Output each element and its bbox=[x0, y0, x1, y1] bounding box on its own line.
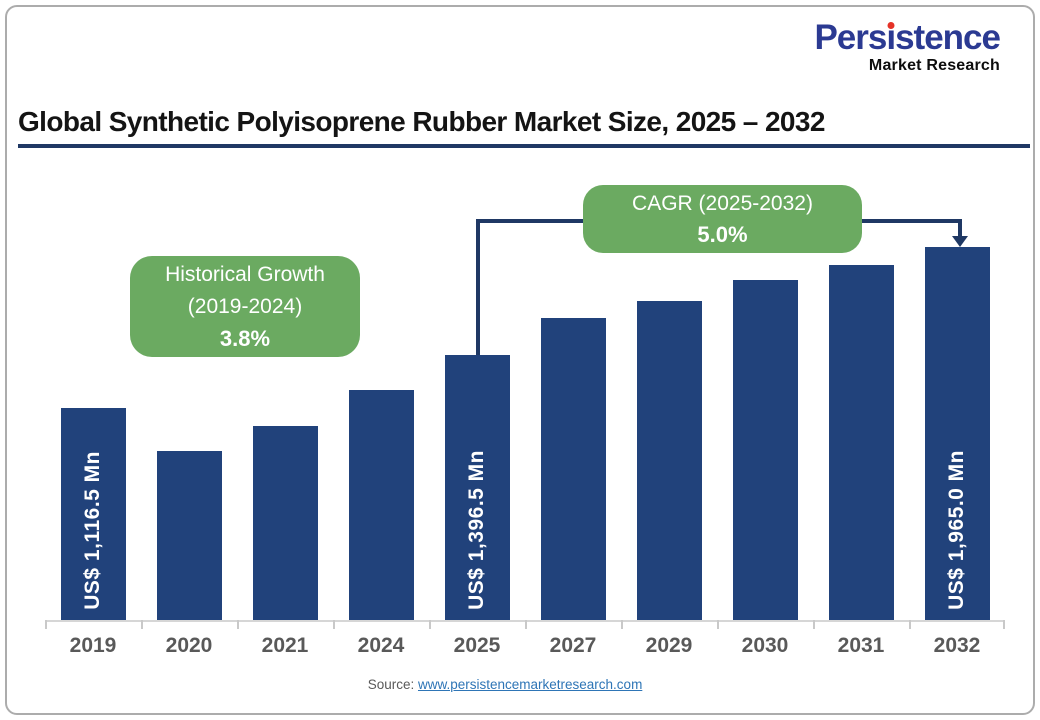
bar-value-label: US$ 1,396.5 Mn bbox=[465, 450, 488, 610]
bar-2019: US$ 1,116.5 Mn bbox=[60, 408, 126, 620]
cagr-callout: CAGR (2025-2032) 5.0% bbox=[583, 185, 862, 253]
connector-line-right-horizontal bbox=[861, 219, 960, 223]
connector-line-2032-vertical bbox=[958, 219, 962, 238]
logo-text-i: ı bbox=[886, 18, 896, 57]
year-label-2019: 2019 bbox=[69, 634, 117, 657]
bar-2030 bbox=[732, 280, 798, 620]
bar-slot bbox=[717, 249, 813, 620]
connector-line-left-horizontal bbox=[476, 219, 584, 223]
year-label-2030: 2030 bbox=[741, 634, 789, 657]
bar-slot: US$ 1,965.0 Mn bbox=[909, 247, 1005, 620]
source-line: Source: www.persistencemarketresearch.co… bbox=[0, 677, 1010, 692]
axis-tick bbox=[717, 620, 719, 629]
axis-tick bbox=[525, 620, 527, 629]
logo-subtitle: Market Research bbox=[868, 57, 1000, 74]
bar-slot bbox=[237, 249, 333, 620]
bar-2025: US$ 1,396.5 Mn bbox=[444, 355, 510, 620]
bar-slot bbox=[141, 249, 237, 620]
axis-tick bbox=[1003, 620, 1005, 629]
arrow-down-icon bbox=[952, 236, 968, 247]
axis-tick bbox=[333, 620, 335, 629]
bar-2031 bbox=[828, 265, 894, 620]
year-label-2020: 2020 bbox=[165, 634, 213, 657]
bar-value-label: US$ 1,116.5 Mn bbox=[81, 451, 104, 610]
bar-2029 bbox=[636, 301, 702, 620]
bar-slot: US$ 1,396.5 Mn bbox=[429, 249, 525, 620]
bar-value-label: US$ 1,965.0 Mn bbox=[945, 450, 968, 610]
cagr-line1: CAGR (2025-2032) bbox=[632, 192, 813, 215]
axis-tick bbox=[621, 620, 623, 629]
year-label-2027: 2027 bbox=[549, 634, 597, 657]
bar-slot bbox=[333, 249, 429, 620]
logo-wordmark: Persıstence bbox=[814, 18, 1001, 57]
logo-text-part2: stence bbox=[895, 18, 1001, 57]
years-row: 2019 2020 2021 2024 2025 2027 2029 2030 2031 2032 bbox=[45, 634, 1005, 658]
bar-slot: US$ 1,116.5 Mn bbox=[45, 249, 141, 620]
connector-line-2025-vertical bbox=[476, 220, 480, 357]
axis-tick bbox=[45, 620, 47, 629]
axis-tick bbox=[813, 620, 815, 629]
axis-tick bbox=[141, 620, 143, 629]
year-label-2021: 2021 bbox=[261, 634, 309, 657]
bar-2021 bbox=[252, 426, 318, 620]
year-label-2024: 2024 bbox=[357, 634, 405, 657]
year-label-2029: 2029 bbox=[645, 634, 693, 657]
page-title: Global Synthetic Polyisoprene Rubber Mar… bbox=[18, 106, 825, 137]
source-label: Source: bbox=[367, 677, 415, 692]
historical-growth-line2: (2019-2024) bbox=[187, 295, 303, 318]
year-label-2025: 2025 bbox=[453, 634, 501, 657]
cagr-value: 5.0% bbox=[697, 222, 748, 247]
bar-slot bbox=[813, 249, 909, 620]
logo: Persıstence Market Research bbox=[814, 18, 1001, 74]
historical-growth-callout: Historical Growth (2019-2024) 3.8% bbox=[130, 256, 360, 357]
title-underline bbox=[18, 144, 1030, 148]
bars-row: US$ 1,116.5 Mn US$ 1,396.5 Mn US$ 1,965.0 … bbox=[45, 247, 1005, 629]
axis-tick bbox=[237, 620, 239, 629]
axis-tick bbox=[909, 620, 911, 629]
historical-growth-line1: Historical Growth bbox=[165, 263, 325, 286]
year-label-2032: 2032 bbox=[933, 634, 981, 657]
bar-2020 bbox=[156, 451, 222, 620]
logo-text-part1: Pers bbox=[814, 18, 887, 57]
source-link[interactable]: www.persistencemarketresearch.com bbox=[417, 677, 643, 692]
bar-slot bbox=[525, 249, 621, 620]
historical-growth-value: 3.8% bbox=[219, 326, 271, 351]
bar-2024 bbox=[348, 390, 414, 620]
logo-red-dot-i: ı bbox=[886, 18, 896, 57]
year-label-2031: 2031 bbox=[837, 634, 885, 657]
bar-2027 bbox=[540, 318, 606, 620]
axis-tick bbox=[429, 620, 431, 629]
bar-2032: US$ 1,965.0 Mn bbox=[924, 247, 990, 620]
bar-slot bbox=[621, 249, 717, 620]
